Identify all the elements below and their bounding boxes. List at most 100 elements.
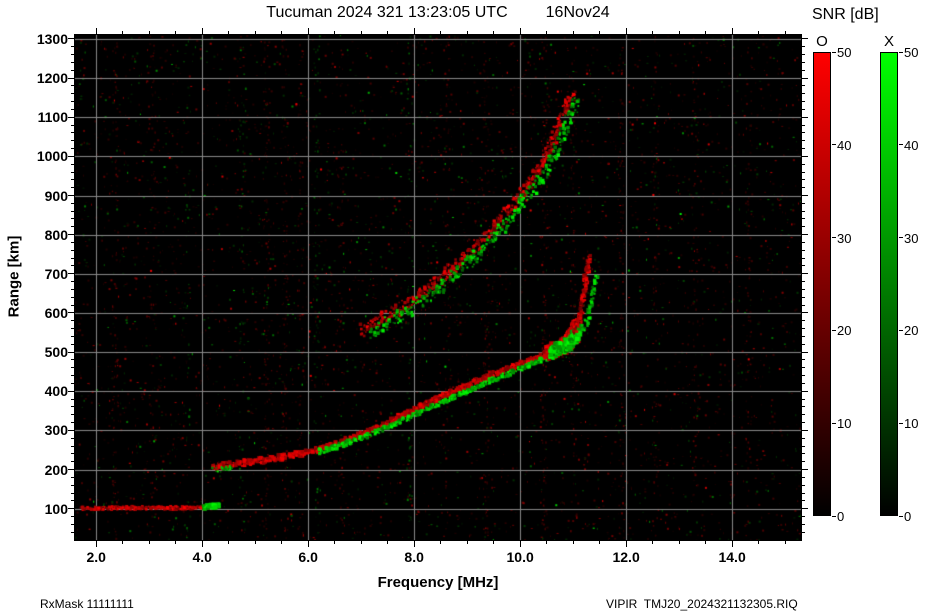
x-tick-major	[201, 541, 203, 547]
y-tick-minor	[71, 281, 74, 283]
y-tick-minor	[71, 453, 74, 455]
y-tick-minor	[71, 367, 74, 369]
x-tick-label: 8.0	[404, 549, 424, 565]
x-tick-minor-top	[466, 31, 468, 34]
y-tick-minor-right	[802, 320, 805, 322]
y-tick-minor-right	[802, 69, 805, 71]
x-axis-label: Frequency [MHz]	[377, 574, 499, 591]
colorbar-tick	[899, 515, 903, 517]
y-tick-label: 1200	[36, 70, 68, 87]
x-tick-label: 2.0	[86, 549, 106, 565]
y-tick-minor-right	[802, 273, 805, 275]
y-tick-minor-right	[802, 523, 805, 525]
y-tick-minor-right	[802, 382, 805, 384]
y-tick-label: 700	[44, 265, 68, 282]
y-tick-label: 1100	[37, 109, 68, 126]
colorbar-tick	[899, 144, 903, 146]
x-tick-minor-top	[599, 31, 601, 34]
x-tick-minor-top	[678, 31, 680, 34]
y-tick-minor-right	[802, 476, 805, 478]
x-tick-minor	[731, 541, 733, 544]
colorbar-tick	[832, 144, 836, 146]
x-tick-minor-top	[440, 31, 442, 34]
x-tick-minor	[466, 541, 468, 544]
y-tick-minor	[71, 210, 74, 212]
x-tick-minor-top	[201, 31, 203, 34]
y-tick-minor-right	[802, 508, 805, 510]
y-tick-minor	[71, 140, 74, 142]
colorbar-tick-label: 20	[837, 323, 852, 339]
y-tick-major-right	[802, 38, 808, 40]
y-tick-minor	[71, 351, 74, 353]
y-tick-minor-right	[802, 367, 805, 369]
y-tick-minor	[71, 195, 74, 196]
y-tick-minor	[71, 202, 74, 204]
colorbar-tick	[899, 422, 903, 424]
y-tick-minor	[71, 328, 74, 330]
y-tick-major-right	[802, 390, 808, 392]
y-tick-minor-right	[802, 124, 805, 126]
x-tick-minor-top	[360, 31, 362, 34]
y-tick-minor	[71, 492, 74, 494]
y-tick-minor-right	[802, 296, 805, 298]
y-tick-label: 600	[44, 304, 68, 321]
y-tick-minor	[71, 46, 74, 48]
y-tick-minor	[71, 116, 74, 118]
y-tick-minor-right	[802, 281, 805, 283]
x-tick-minor-top	[254, 31, 256, 34]
x-tick-minor	[201, 541, 203, 544]
x-tick-minor-top	[519, 31, 521, 34]
y-tick-minor	[71, 218, 74, 220]
y-tick-minor-right	[802, 218, 805, 220]
y-tick-minor-right	[802, 163, 805, 165]
y-tick-major-right	[802, 77, 808, 79]
x-tick-minor-top	[334, 31, 336, 34]
x-tick-minor	[758, 541, 760, 544]
y-tick-minor	[71, 226, 74, 228]
y-tick-minor	[71, 93, 74, 95]
x-tick-minor	[546, 541, 548, 544]
x-tick-major	[413, 541, 415, 547]
y-tick-minor-right	[802, 437, 805, 439]
colorbar-tick-label: 50	[837, 45, 852, 60]
colorbar-x-label: X	[883, 33, 894, 50]
x-tick-minor	[493, 541, 495, 544]
filename-text: VIPIR TMJ20_2024321132305.RIQ	[606, 597, 798, 611]
y-tick-minor	[71, 414, 74, 416]
y-tick-minor-right	[802, 179, 805, 181]
y-tick-minor-right	[802, 234, 805, 236]
y-tick-minor	[71, 398, 74, 400]
y-tick-minor-right	[802, 140, 805, 142]
y-tick-label: 200	[44, 461, 68, 478]
y-tick-minor-right	[802, 93, 805, 95]
x-tick-minor	[360, 541, 362, 544]
colorbar-tick-label: 0	[837, 509, 845, 524]
x-tick-minor	[678, 541, 680, 544]
y-tick-minor-right	[802, 101, 805, 103]
y-tick-minor	[71, 101, 74, 103]
y-tick-minor-right	[802, 77, 805, 79]
y-tick-minor-right	[802, 500, 805, 502]
x-tick-minor-top	[413, 31, 415, 34]
y-tick-minor	[71, 422, 74, 424]
y-tick-minor-right	[802, 265, 805, 267]
y-tick-minor-right	[802, 335, 805, 337]
plot-title: Tucuman 2024 321 13:23:05 UTC	[266, 4, 508, 21]
y-tick-minor-right	[802, 375, 805, 377]
rxmask-text: RxMask 11111111	[40, 597, 134, 611]
y-tick-minor	[71, 124, 74, 126]
x-tick-minor-top	[95, 31, 97, 34]
x-tick-minor	[307, 541, 309, 544]
y-tick-minor-right	[802, 304, 805, 306]
y-tick-minor	[71, 312, 74, 314]
y-tick-minor-right	[802, 132, 805, 134]
x-tick-minor-top	[148, 31, 150, 34]
y-tick-minor-right	[802, 453, 805, 455]
y-tick-minor	[71, 531, 74, 533]
y-tick-major-right	[802, 234, 808, 236]
y-tick-minor	[71, 273, 74, 275]
x-tick-minor	[281, 541, 283, 544]
x-tick-minor-top	[572, 31, 574, 34]
y-tick-minor-right	[802, 469, 805, 471]
